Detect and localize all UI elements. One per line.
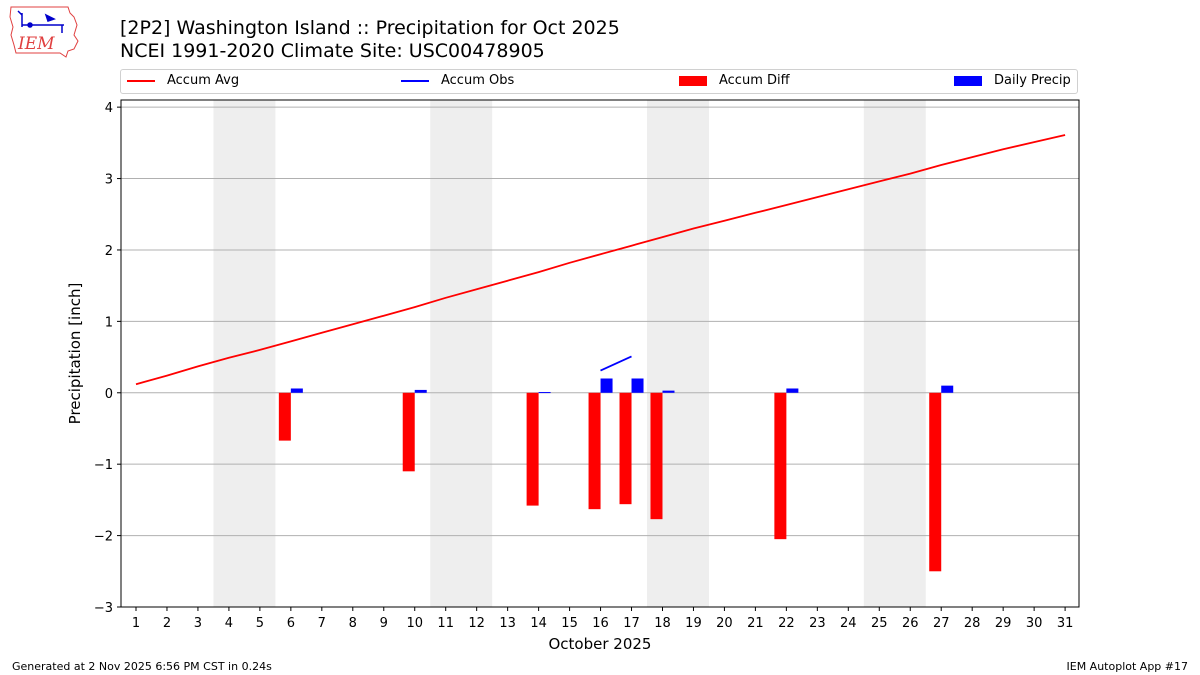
weekend-band-4 xyxy=(863,100,926,607)
x-tick-label: 6 xyxy=(287,616,295,631)
y-tick-label: −1 xyxy=(94,458,113,473)
x-tick-label: 13 xyxy=(499,616,516,631)
x-tick-label: 4 xyxy=(225,616,233,631)
x-tick-label: 3 xyxy=(194,616,202,631)
legend-item-accum-diff: Accum Diff xyxy=(679,73,790,88)
legend-label-accum-obs: Accum Obs xyxy=(441,73,515,88)
x-tick-label: 23 xyxy=(809,616,826,631)
x-tick-label: 14 xyxy=(530,616,547,631)
daily-precip-bar-day-6 xyxy=(290,388,303,393)
x-tick-label: 16 xyxy=(592,616,609,631)
legend-swatch-daily-precip xyxy=(954,75,982,86)
x-axis-ticks: 1 2 3 4 5 6 7 8 9 10 11 12 13 14 15 16 17 18 19 20 21 22 23 24 2… xyxy=(132,607,1074,631)
x-tick-label: 26 xyxy=(902,616,919,631)
x-tick-label: 30 xyxy=(1026,616,1043,631)
daily-precip-bar-day-18 xyxy=(662,390,675,393)
y-axis-label: Precipitation [inch] xyxy=(66,283,84,425)
x-tick-label: 27 xyxy=(933,616,950,631)
daily-precip-bar-day-17 xyxy=(631,378,644,393)
accum-diff-bar-day-17 xyxy=(619,392,632,505)
x-tick-label: 9 xyxy=(380,616,388,631)
x-tick-label: 15 xyxy=(561,616,578,631)
y-tick-label: 4 xyxy=(105,101,113,116)
daily-precip-bar-day-16 xyxy=(600,378,613,393)
y-tick-label: 1 xyxy=(105,315,113,330)
legend-swatch-accum-avg xyxy=(127,79,155,82)
y-tick-label: 3 xyxy=(105,173,113,188)
x-tick-label: 29 xyxy=(995,616,1012,631)
chart-legend: Accum Avg Accum Obs Accum Diff Daily Pre… xyxy=(120,69,1078,94)
y-tick-label: 0 xyxy=(105,387,113,402)
accum-avg-line xyxy=(135,134,1066,386)
x-tick-label: 10 xyxy=(406,616,423,631)
series-lines xyxy=(135,134,1066,386)
x-tick-label: 2 xyxy=(163,616,171,631)
accum-diff-bar-day-6 xyxy=(278,392,291,441)
x-tick-label: 7 xyxy=(318,616,326,631)
legend-swatch-accum-obs xyxy=(401,79,429,82)
legend-label-accum-avg: Accum Avg xyxy=(167,73,240,88)
legend-label-daily-precip: Daily Precip xyxy=(994,73,1071,88)
weekend-band-2 xyxy=(430,100,493,607)
footer-generated: Generated at 2 Nov 2025 6:56 PM CST in 0… xyxy=(12,660,272,673)
x-tick-label: 24 xyxy=(840,616,857,631)
x-tick-label: 19 xyxy=(685,616,702,631)
x-tick-label: 31 xyxy=(1057,616,1074,631)
x-tick-label: 28 xyxy=(964,616,981,631)
accum-obs-line xyxy=(600,355,632,372)
x-tick-label: 11 xyxy=(437,616,454,631)
x-axis-label: October 2025 xyxy=(549,635,652,653)
iowa-outline-icon xyxy=(9,6,79,58)
x-tick-label: 22 xyxy=(778,616,795,631)
x-tick-label: 17 xyxy=(623,616,640,631)
daily-precip-bar-day-14 xyxy=(538,392,551,394)
x-tick-label: 18 xyxy=(654,616,671,631)
daily-precip-bar-day-10 xyxy=(414,389,427,393)
y-tick-label: 2 xyxy=(105,244,113,259)
accum-diff-bar-day-18 xyxy=(650,392,663,520)
legend-swatch-accum-diff xyxy=(679,75,707,86)
accum-diff-bar-day-22 xyxy=(774,392,787,540)
daily-precip-bar-day-22 xyxy=(786,388,799,393)
weather-station-icon xyxy=(17,10,64,33)
daily-precip-bar-day-27 xyxy=(941,385,954,393)
bars xyxy=(278,378,954,572)
weekend-band-3 xyxy=(647,100,709,607)
weekend-shading xyxy=(213,100,926,607)
x-tick-label: 20 xyxy=(716,616,733,631)
legend-item-accum-avg: Accum Avg xyxy=(127,73,239,88)
y-axis-ticks: −3 −2 −1 0 1 2 3 4 xyxy=(94,101,121,616)
legend-label-accum-diff: Accum Diff xyxy=(719,73,790,88)
chart-subtitle: NCEI 1991-2020 Climate Site: USC00478905 xyxy=(120,40,545,62)
y-gridlines xyxy=(121,106,1079,608)
y-tick-label: −2 xyxy=(94,530,113,545)
accum-diff-bar-day-10 xyxy=(402,392,415,472)
accum-diff-bar-day-27 xyxy=(929,392,942,572)
x-tick-label: 1 xyxy=(132,616,140,631)
logo-text: IEM xyxy=(17,34,55,54)
plot-frame xyxy=(120,99,1080,608)
legend-item-daily-precip: Daily Precip xyxy=(954,73,1071,88)
footer-app: IEM Autoplot App #17 xyxy=(1066,660,1189,673)
y-tick-label: −3 xyxy=(94,601,113,616)
x-tick-label: 5 xyxy=(256,616,264,631)
x-tick-label: 12 xyxy=(468,616,485,631)
x-tick-label: 8 xyxy=(349,616,357,631)
legend-item-accum-obs: Accum Obs xyxy=(401,73,514,88)
chart-title: [2P2] Washington Island :: Precipitation… xyxy=(120,17,620,39)
x-tick-label: 21 xyxy=(747,616,764,631)
accum-diff-bar-day-16 xyxy=(588,392,601,510)
x-tick-label: 25 xyxy=(871,616,888,631)
iem-logo: IEM xyxy=(9,6,79,58)
accum-diff-bar-day-14 xyxy=(526,392,539,506)
